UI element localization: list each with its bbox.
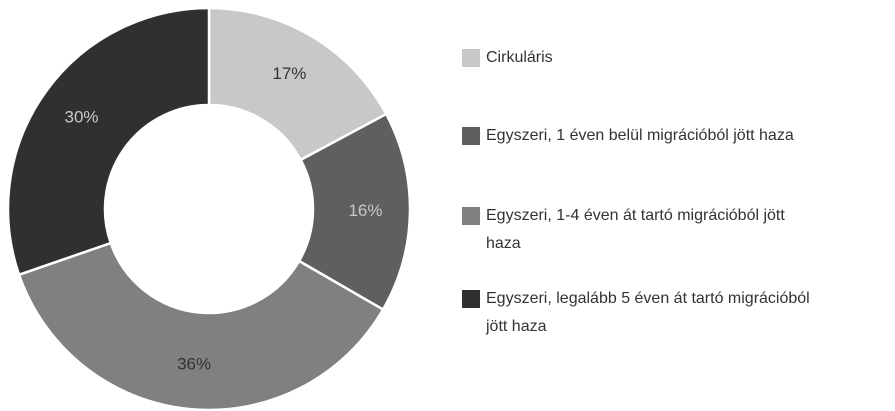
data-label: 16% xyxy=(348,201,382,220)
legend-item: Cirkuláris xyxy=(462,44,816,72)
legend-label: Egyszeri, 1 éven belül migrációból jött … xyxy=(486,127,794,144)
chart: 17% 16% 36% 30% xyxy=(6,6,412,411)
legend-item: Egyszeri, 1 éven belül migrációból jött … xyxy=(462,122,816,150)
donut-slice xyxy=(17,241,385,411)
data-label: 30% xyxy=(65,108,99,127)
legend-item: Egyszeri, 1-4 éven át tartó migrációból … xyxy=(462,202,816,258)
legend-label: Cirkuláris xyxy=(486,49,553,66)
legend-swatch xyxy=(462,290,480,308)
donut-slice xyxy=(207,6,388,162)
data-label: 17% xyxy=(272,64,306,83)
legend-swatch xyxy=(462,49,480,67)
data-label: 36% xyxy=(177,354,211,373)
legend-swatch xyxy=(462,127,480,145)
legend-item: Egyszeri, legalább 5 éven át tartó migrá… xyxy=(462,285,816,341)
legend-swatch xyxy=(462,207,480,225)
legend-label: Egyszeri, 1-4 éven át tartó migrációból … xyxy=(486,207,785,252)
donut-slice xyxy=(297,112,412,312)
legend-label: Egyszeri, legalább 5 éven át tartó migrá… xyxy=(486,290,810,335)
donut-slice xyxy=(6,6,211,277)
